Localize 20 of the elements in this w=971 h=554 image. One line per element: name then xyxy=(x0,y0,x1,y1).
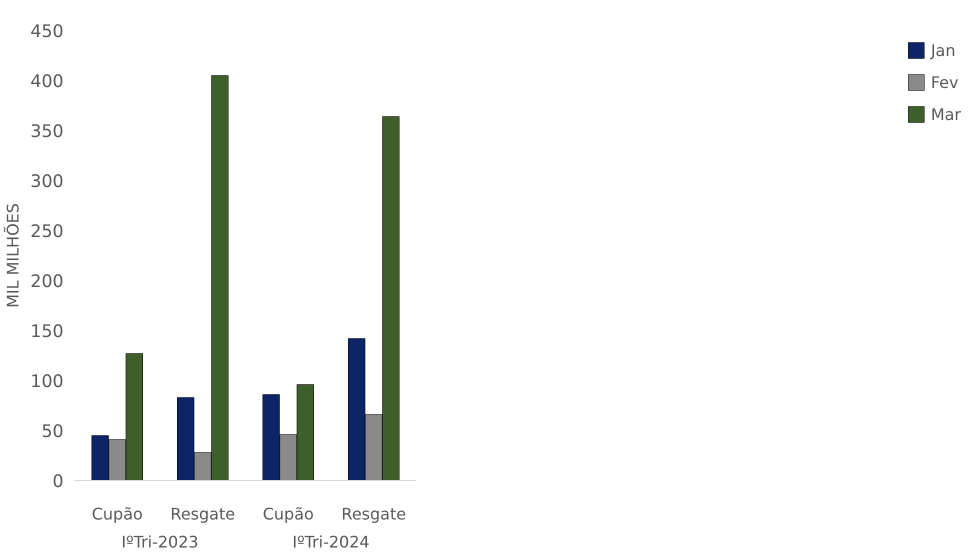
x-tick-label: Resgate xyxy=(170,504,236,524)
y-tick-label: 300 xyxy=(30,172,64,192)
y-tick-label: 100 xyxy=(30,372,64,392)
y-tick-label: 200 xyxy=(30,272,64,292)
y-tick-label: 150 xyxy=(30,322,64,342)
legend-label: Fev xyxy=(930,72,958,92)
x-tick-label: Cupão xyxy=(92,504,143,524)
y-tick-label: 250 xyxy=(30,222,64,242)
y-tick-label: 50 xyxy=(41,422,64,442)
text: IºTri-2023 xyxy=(121,532,199,552)
x-tick-label: Cupão xyxy=(262,504,314,524)
y-tick-label: 350 xyxy=(30,122,64,142)
y-axis-title: MIL MILHÕES xyxy=(3,203,22,308)
y-tick-label: 0 xyxy=(52,472,64,492)
y-tick-label: 400 xyxy=(30,72,64,92)
text: IºTri-2024 xyxy=(292,532,370,552)
legend-label: Jan xyxy=(930,40,956,60)
legend-label: Mar xyxy=(930,104,961,124)
y-tick-label: 450 xyxy=(30,22,64,42)
x-tick-label: Resgate xyxy=(341,504,406,524)
